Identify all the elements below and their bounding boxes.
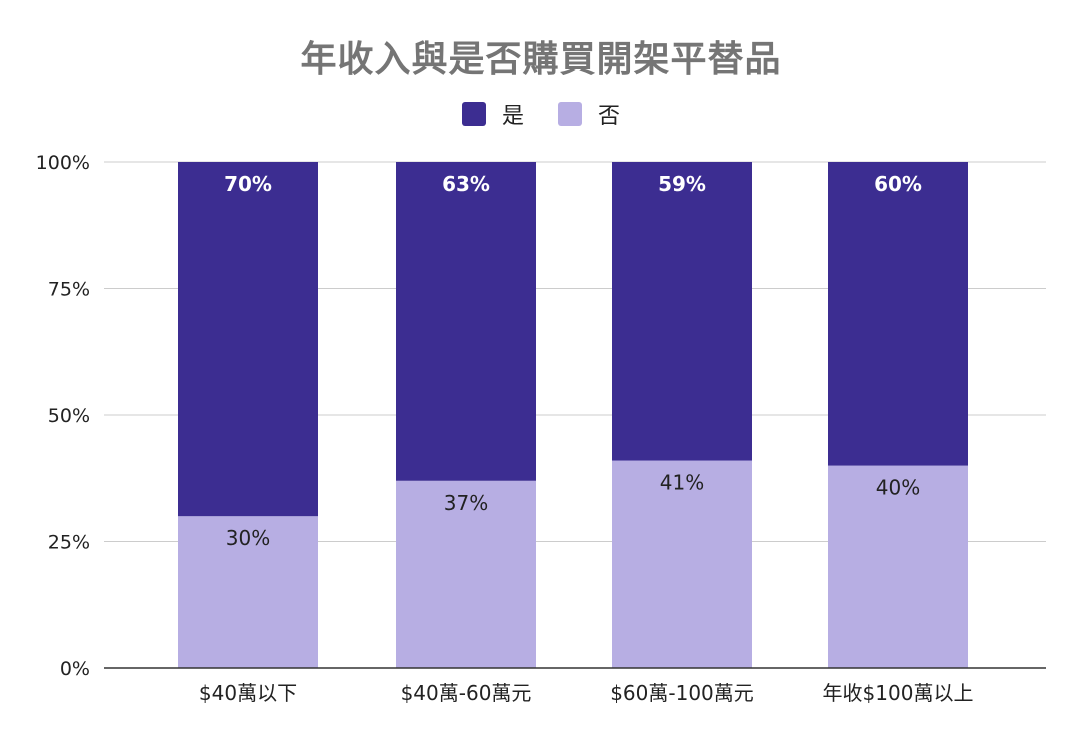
data-label-yes: 70% [224,172,272,196]
bar-segment-yes[interactable] [828,162,968,466]
x-category-label: $40萬以下 [199,681,297,705]
x-category-label: $40萬-60萬元 [401,681,532,705]
data-label-yes: 59% [658,172,706,196]
bar-segment-no[interactable] [178,516,318,668]
x-category-label: $60萬-100萬元 [610,681,754,705]
legend-item-no[interactable]: 否 [558,98,620,130]
legend-swatch-no [558,102,582,126]
bar-segment-yes[interactable] [396,162,536,481]
data-label-yes: 60% [874,172,922,196]
y-tick-label: 25% [48,532,90,554]
y-tick-label: 0% [60,658,90,680]
bar-segment-yes[interactable] [612,162,752,461]
data-label-yes: 63% [442,172,490,196]
legend: 是 否 [0,98,1082,130]
chart-title: 年收入與是否購買開架平替品 [300,39,782,80]
y-tick-label: 100% [36,152,90,174]
y-tick-label: 50% [48,405,90,427]
legend-label-no: 否 [598,104,621,129]
y-tick-label: 75% [48,279,90,301]
bar-segment-no[interactable] [396,480,536,668]
bar-segment-no[interactable] [612,460,752,668]
data-label-no: 30% [226,526,270,550]
legend-item-yes[interactable]: 是 [461,98,524,130]
bar-segment-yes[interactable] [178,162,318,517]
legend-label-yes: 是 [501,104,524,129]
bar-segment-no[interactable] [828,465,968,668]
data-label-no: 41% [660,471,704,495]
legend-swatch-yes [461,102,486,126]
data-label-no: 37% [444,491,488,515]
data-label-no: 40% [876,476,920,500]
x-category-label: 年收$100萬以上 [823,681,974,705]
